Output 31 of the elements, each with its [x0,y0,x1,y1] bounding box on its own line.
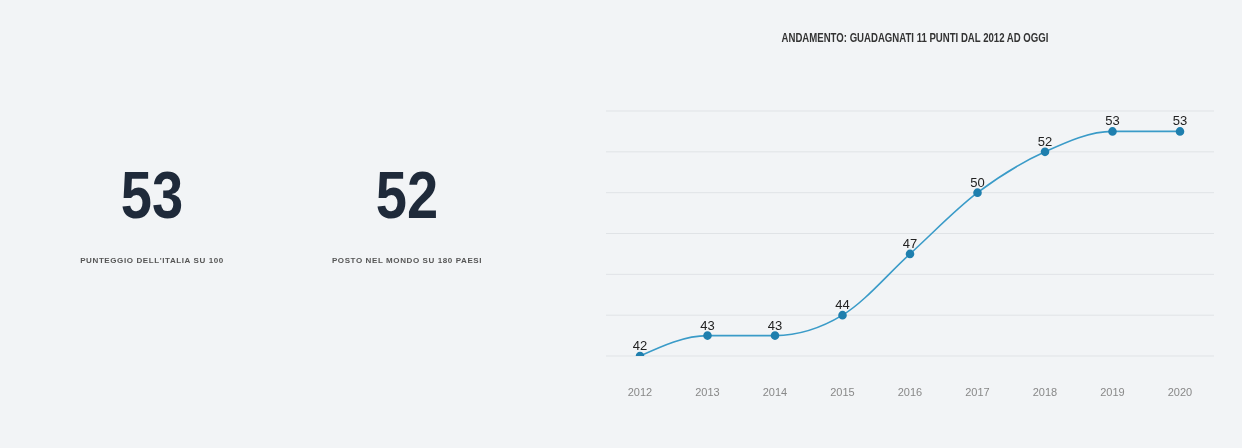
x-tick-label: 2016 [897,385,923,398]
text: POSTO NEL MONDO SU 180 PAESI [330,256,484,265]
data-label: 47 [902,235,918,251]
data-label: 50 [970,174,985,190]
chart-title: ANDAMENTO: GUADAGNATI 11 PUNTI DAL 2012 AD OGGI [780,31,1050,45]
point [1175,127,1185,136]
point [973,188,982,197]
data-label: 42 [632,338,648,353]
point [1040,147,1050,157]
point [838,310,847,320]
point [770,331,780,340]
x-tick-label: 2018 [1032,385,1058,398]
data-label: 44 [835,297,850,313]
x-tick-label: 2012 [627,385,653,398]
x-tick-label: 2013 [695,385,720,398]
data-label: 53 [1172,113,1188,129]
data-label: 43 [767,317,783,333]
x-tick-label: 2019 [1100,385,1125,398]
text: PUNTEGGIO DELL'ITALIA SU 100 [79,256,225,265]
point [1108,127,1117,136]
data-label: 43 [700,317,715,333]
x-tick-label: 2017 [965,385,990,398]
point [905,249,915,259]
data-label: 53 [1105,113,1120,129]
x-tick-label: 2020 [1167,385,1193,398]
text: 52 [374,158,440,232]
x-tick-label: 2014 [762,385,788,398]
data-label: 52 [1037,133,1053,149]
x-tick-label: 2015 [830,385,855,398]
point [703,331,712,340]
text: 53 [119,158,185,232]
